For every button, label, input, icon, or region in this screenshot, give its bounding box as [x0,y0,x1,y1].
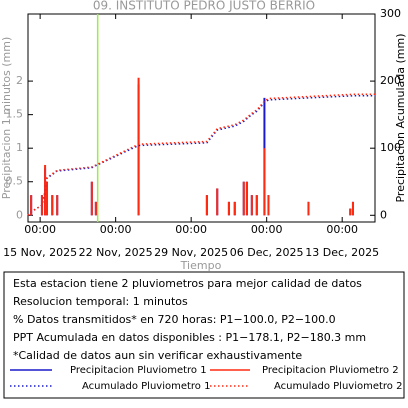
y2-axis-label: Precipitacion Acumulada (mm) [394,33,407,202]
y-axis-label: Precipitacion 1 minutos (mm) [0,37,13,199]
rain-spike [245,181,248,216]
chart-title: 09. INSTITUTO PEDRO JUSTO BERRIO [93,0,315,13]
y-tick-label: 1.5 [6,108,24,121]
rain-spike [255,195,258,216]
rain-spike [349,208,352,216]
y2-tick-label: 100 [380,141,401,154]
y-tick-label: 0 [16,208,23,221]
info-text: PPT Acumulada en datos disponibles : P1−… [13,331,366,344]
legend-label: Acumulado Pluviometro 1 [82,381,210,392]
y-tick-label: 1 [16,141,23,154]
info-text: *Calidad de datos aun sin verificar exha… [13,349,302,362]
rain-spike [263,148,266,216]
rain-spike [250,195,253,216]
rain-spike [94,201,97,216]
rain-spike [51,195,54,216]
x-tick-date: 22 Nov, 2025 [79,246,153,259]
x-axis-label: Tiempo [180,259,222,272]
rain-spike [227,201,230,216]
x-tick-label: 00:00 [326,223,358,236]
x-tick-label: 00:00 [251,223,283,236]
rain-spike [351,201,354,216]
info-text: % Datos transmitidos* en 720 horas: P1−1… [13,313,336,326]
x-tick-date: 29 Nov, 2025 [154,246,228,259]
legend-label: Acumulado Pluviometro 2 [274,381,402,392]
y2-tick-label: 200 [380,74,401,87]
rain-spike [56,195,59,216]
rain-spike [205,195,208,216]
rain-spike [233,201,236,216]
info-text: Resolucion temporal: 1 minutos [13,295,188,308]
x-tick-label: 00:00 [175,223,207,236]
rain-spike [216,188,219,216]
rain-spike [45,181,48,216]
rain-spike [307,201,310,216]
rain-spike [137,77,140,216]
x-tick-date: 13 Dec, 2025 [305,246,379,259]
x-tick-label: 00:00 [24,223,56,236]
legend-label: Precipitacion Pluviometro 2 [262,365,399,376]
rain-spike [90,181,93,216]
y2-tick-label: 300 [380,7,401,20]
y-tick-label: 2 [16,74,23,87]
info-text: Esta estacion tiene 2 pluviometros para … [13,277,362,290]
x-tick-date: 15 Nov, 2025 [3,246,77,259]
y2-tick-label: 0 [380,208,387,221]
x-tick-date: 06 Dec, 2025 [230,246,304,259]
plot-frame [27,13,376,223]
info-box [3,271,405,399]
rain-spike [30,195,33,216]
x-tick-label: 00:00 [100,223,132,236]
rain-spike [242,181,245,216]
y-tick-label: 0.5 [6,175,24,188]
cumulative-line [27,93,375,216]
rain-spike [267,195,270,216]
legend-label: Precipitacion Pluviometro 1 [70,365,207,376]
